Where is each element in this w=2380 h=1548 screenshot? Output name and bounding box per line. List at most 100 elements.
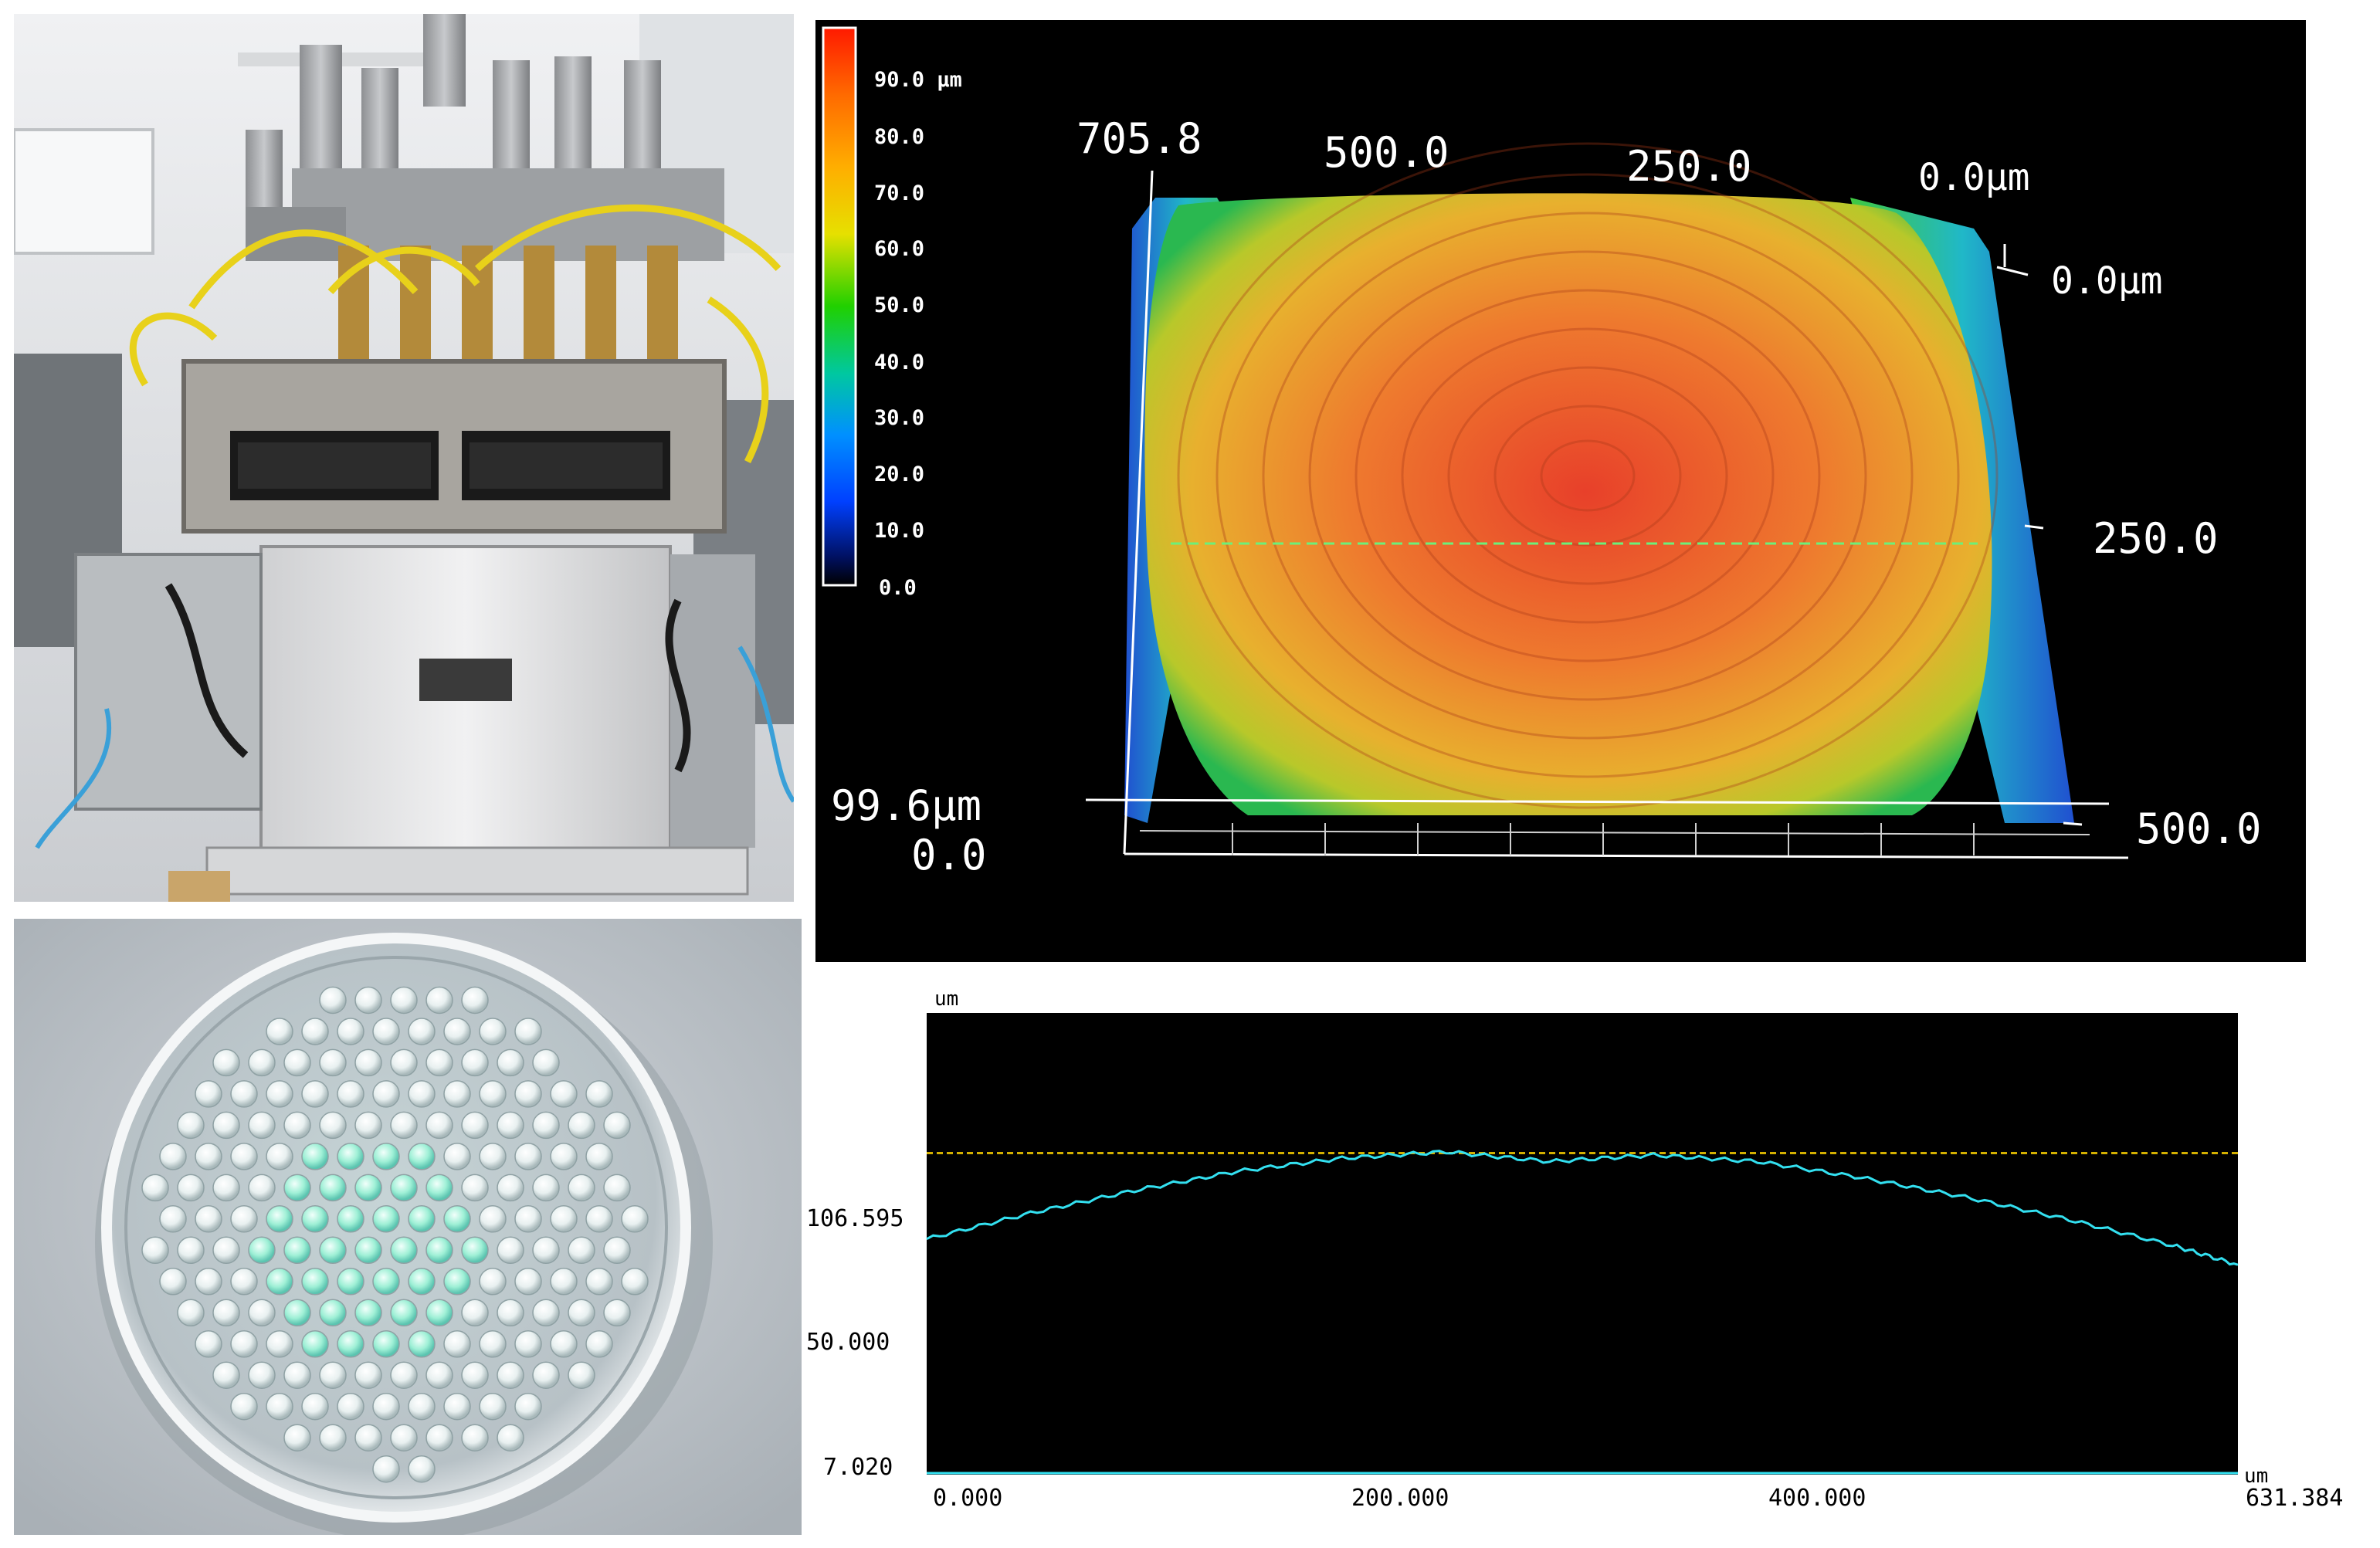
lenslet	[550, 1205, 578, 1233]
lenslet	[461, 1424, 489, 1451]
lenslet	[568, 1111, 595, 1140]
lenslet	[425, 1111, 453, 1140]
colorbar-label-80: 80.0	[874, 125, 924, 149]
lenslet	[497, 1048, 524, 1077]
lenslet	[337, 1205, 364, 1233]
lenslet	[514, 1143, 542, 1170]
lenslet	[195, 1205, 222, 1233]
lenslet	[266, 1143, 293, 1170]
lenslet	[585, 1143, 613, 1170]
lenslet	[585, 1205, 613, 1233]
lenslet	[354, 1361, 382, 1389]
lenslet	[479, 1330, 507, 1358]
lenslet	[372, 1455, 400, 1483]
lenslet	[195, 1330, 222, 1358]
label-right-mid: 250.0	[2093, 514, 2219, 563]
lenslet	[177, 1111, 205, 1140]
base-grid	[1139, 823, 2090, 855]
colorbar-label-0: 0.0	[879, 576, 917, 600]
lenslet	[212, 1048, 240, 1077]
lenslet	[425, 1299, 453, 1327]
lenslet	[408, 1330, 436, 1358]
lenslet	[283, 1361, 311, 1389]
label-top-right: 0.0µm	[1918, 156, 2030, 199]
lenslet	[603, 1236, 631, 1265]
y-unit-label: um	[934, 987, 958, 1011]
lenslet	[461, 1111, 489, 1140]
lenslet	[532, 1299, 560, 1327]
lenslet	[248, 1361, 276, 1389]
lenslet	[337, 1330, 364, 1358]
lenslet	[568, 1236, 595, 1265]
lenslet	[568, 1299, 595, 1327]
lenslet	[230, 1143, 258, 1170]
ripple-rings	[1177, 142, 1999, 809]
lenslet	[408, 1080, 436, 1108]
lenslet	[248, 1048, 276, 1077]
lenslet	[212, 1174, 240, 1202]
lenslet	[301, 1143, 329, 1170]
lenslet	[177, 1236, 205, 1265]
lenslet	[532, 1361, 560, 1389]
lenslet	[141, 1174, 169, 1202]
colorbar-label-20: 20.0	[874, 462, 924, 486]
lenslet	[319, 1048, 347, 1077]
lenslet	[301, 1018, 329, 1045]
lenslet	[319, 1174, 347, 1202]
lenslet	[372, 1268, 400, 1296]
label-top-mid: 500.0	[1324, 128, 1449, 177]
lenslet	[248, 1174, 276, 1202]
lenslet	[301, 1205, 329, 1233]
lenslet	[354, 1048, 382, 1077]
lenslet	[372, 1080, 400, 1108]
color-scale-bar	[822, 26, 857, 587]
lenslet	[425, 1174, 453, 1202]
lenslet	[212, 1236, 240, 1265]
lenslet	[603, 1174, 631, 1202]
lenslet	[514, 1080, 542, 1108]
label-top-left: 705.8	[1076, 114, 1202, 163]
lenslet	[479, 1080, 507, 1108]
topography-axis-labels: 705.8 500.0 250.0 0.0µm 0.0µm 250.0 500.…	[831, 114, 2262, 879]
lenslet	[266, 1080, 293, 1108]
lenslet	[479, 1268, 507, 1296]
lenslet	[621, 1268, 649, 1296]
lenslet	[514, 1018, 542, 1045]
lenslet	[497, 1174, 524, 1202]
lenslet	[266, 1018, 293, 1045]
lenslet	[266, 1392, 293, 1421]
x-tick-label-0: 0.000	[933, 1485, 1002, 1512]
lenslet	[425, 1361, 453, 1389]
lenslet	[390, 986, 418, 1014]
lenslet	[390, 1111, 418, 1140]
lenslet	[408, 1205, 436, 1233]
lenslet	[319, 1424, 347, 1451]
lenslet	[248, 1299, 276, 1327]
lenslet	[266, 1205, 293, 1233]
label-right-bottom: 500.0	[2136, 804, 2262, 853]
lenslet	[585, 1080, 613, 1108]
lenslet	[497, 1299, 524, 1327]
lenslet	[585, 1330, 613, 1358]
lenslet-grid	[141, 986, 649, 1483]
lenslet	[283, 1111, 311, 1140]
lenslet	[372, 1330, 400, 1358]
lenslet	[354, 1236, 382, 1265]
lenslet	[319, 1111, 347, 1140]
lenslet	[479, 1018, 507, 1045]
lenslet	[283, 1236, 311, 1265]
colorbar-label-90: 90.0 µm	[874, 68, 962, 92]
colorbar-label-10: 10.0	[874, 519, 924, 543]
lenslet	[390, 1174, 418, 1202]
lenslet	[354, 1299, 382, 1327]
lenslet	[603, 1111, 631, 1140]
lenslet	[177, 1299, 205, 1327]
colorbar-label-30: 30.0	[874, 406, 924, 430]
lenslet	[319, 1361, 347, 1389]
lenslet	[141, 1236, 169, 1265]
lenslet	[390, 1236, 418, 1265]
lenslet	[159, 1205, 187, 1233]
lenslet	[532, 1048, 560, 1077]
lenslet	[443, 1330, 471, 1358]
lenslet	[230, 1080, 258, 1108]
